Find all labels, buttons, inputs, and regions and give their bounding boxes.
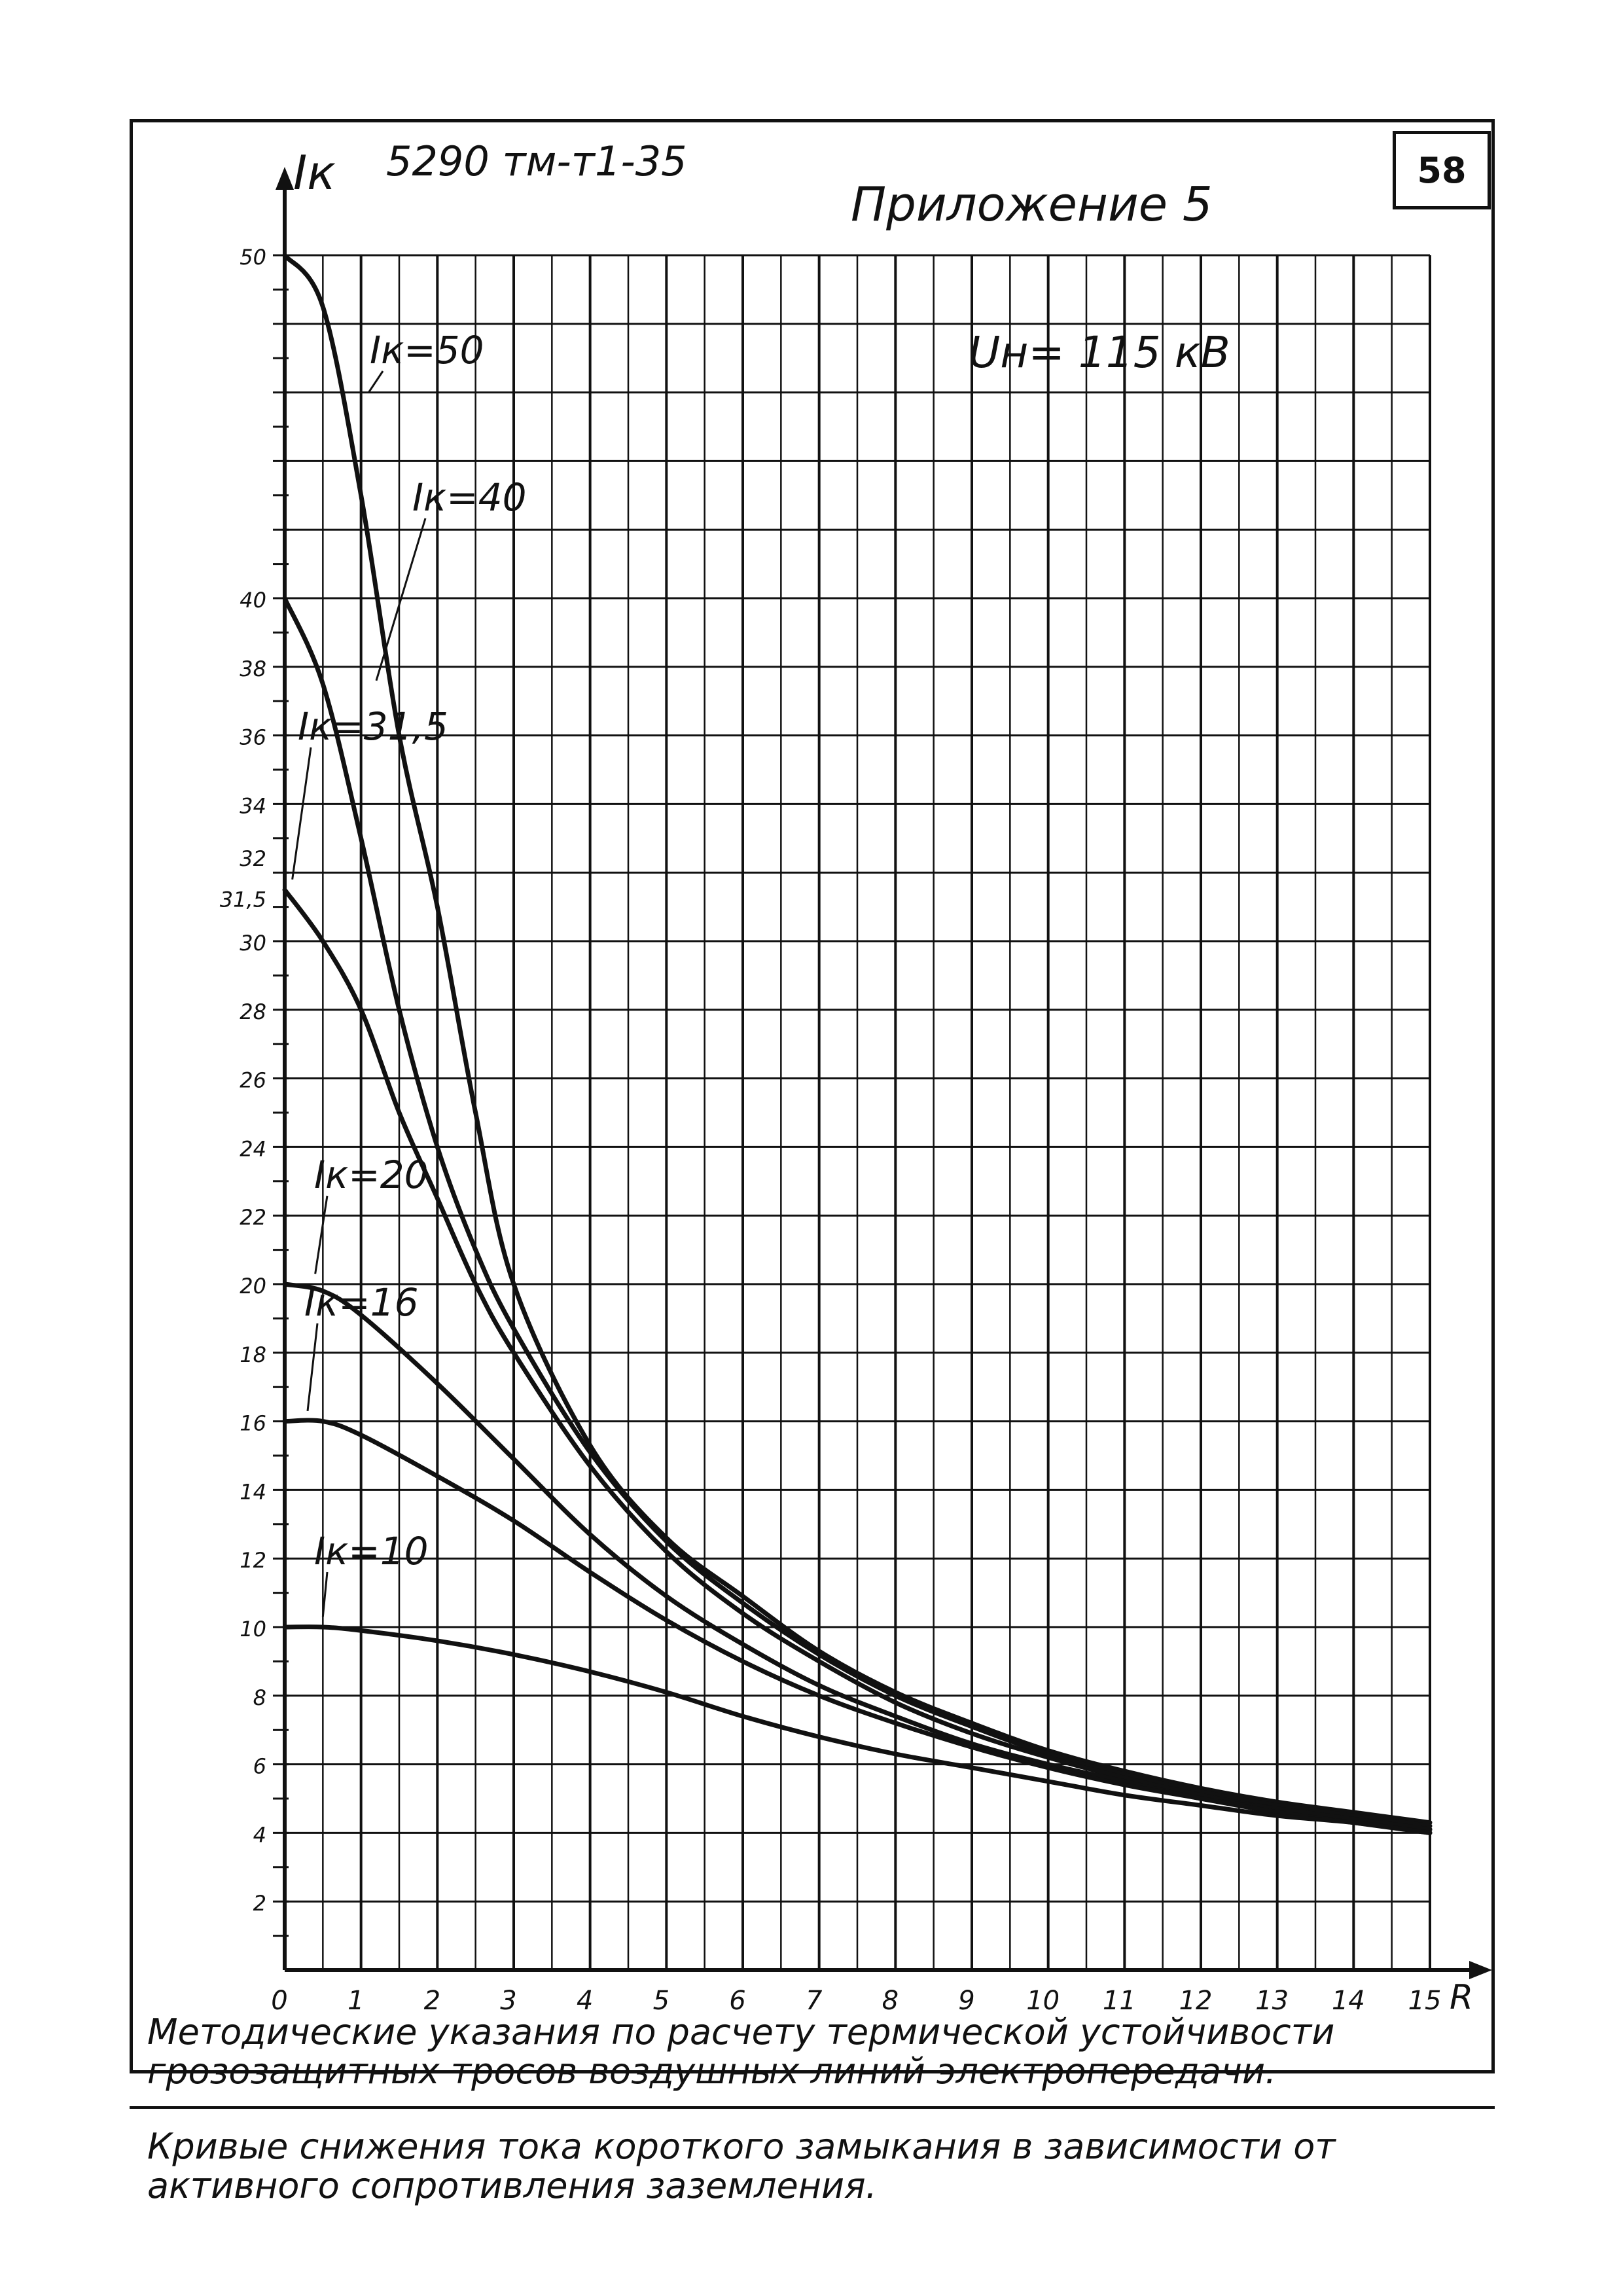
series-label: Iк=20	[314, 1153, 429, 1197]
y-tick-label: 34	[240, 793, 266, 818]
caption-divider	[130, 2106, 1495, 2109]
x-tick-label: 3	[500, 1986, 516, 2016]
series-lines	[282, 253, 1433, 1835]
y-tick-label: 30	[240, 931, 266, 956]
y-tick-label: 20	[240, 1274, 266, 1299]
y-tick-label: 31,5	[220, 887, 266, 912]
x-tick-label: 15	[1408, 1986, 1442, 2016]
x-axis-arrow	[1469, 1961, 1492, 1979]
y-tick-label: 36	[240, 725, 266, 750]
y-tick-label: 18	[240, 1342, 266, 1367]
y-tick-label: 50	[240, 245, 266, 270]
y-tick-label: 10	[240, 1617, 266, 1641]
appendix-label: Приложение 5	[851, 177, 1213, 232]
series-label-leader	[375, 518, 427, 681]
y-tick-label: 14	[240, 1479, 266, 1504]
y-tick-label: 26	[240, 1068, 266, 1093]
caption-method-title: Методические указания по расчету термиче…	[147, 2011, 1335, 2092]
page-number: 58	[1393, 131, 1491, 209]
x-tick-label: 6	[729, 1986, 745, 2016]
x-axis-title: R	[1450, 1978, 1474, 2017]
y-tick-label: 8	[253, 1685, 266, 1710]
y-tick-label: 32	[240, 846, 266, 871]
y-tick-label: 38	[240, 656, 266, 681]
series-label: Iк=10	[314, 1529, 429, 1573]
x-tick-label: 7	[806, 1986, 823, 2016]
y-tick-label: 12	[240, 1548, 266, 1573]
series-line	[282, 1624, 1433, 1835]
series-label-leader	[306, 1323, 319, 1412]
y-tick-label: 4	[253, 1822, 266, 1847]
series-label-leader	[291, 747, 312, 880]
y-tick-label: 28	[240, 999, 266, 1024]
series-line	[282, 887, 1433, 1832]
x-tick-label: 2	[424, 1986, 440, 2016]
x-tick-label: 14	[1332, 1986, 1365, 2016]
axes	[273, 167, 1492, 1979]
y-tick-label: 16	[240, 1411, 266, 1436]
x-tick-label: 5	[653, 1986, 669, 2016]
document-frame	[130, 119, 1495, 2073]
caption-chart-description: Кривые снижения тока короткого замыкания…	[147, 2126, 1336, 2206]
tick-labels: 0 1 2 3 4 5 6 7 8 9 10 11 12 13 14 15246810121416182022…	[220, 245, 1442, 2016]
y-tick-label: 2	[253, 1891, 266, 1916]
x-tick-label: 9	[958, 1986, 974, 2016]
series-label-leader	[368, 370, 384, 393]
series-label: Iк=31,5	[298, 704, 448, 749]
series-label-leader	[314, 1195, 329, 1274]
x-tick-label: 1	[348, 1986, 364, 2016]
x-tick-label: 11	[1103, 1986, 1136, 2016]
document-code: 5290 тм-т1-35	[386, 137, 687, 185]
voltage-label: Uн= 115 кВ	[969, 327, 1230, 378]
x-tick-label: 12	[1179, 1986, 1213, 2016]
series-labels: Iк=50 Iк=40 Iк=31,5 Iк=20 Iк=16 Iк=10	[291, 328, 527, 1617]
x-tick-label: 8	[882, 1986, 899, 2016]
series-label: Iк=40	[412, 475, 527, 520]
grid	[283, 254, 1431, 1970]
x-tick-label: 0	[271, 1986, 287, 2016]
series-label-leader	[321, 1571, 329, 1617]
y-tick-label: 24	[240, 1136, 266, 1161]
y-axis-title: Iк	[293, 145, 336, 200]
y-tick-label: 6	[253, 1754, 266, 1779]
x-tick-label: 13	[1255, 1986, 1289, 2016]
x-tick-label: 10	[1026, 1986, 1060, 2016]
y-axis-arrow	[276, 167, 294, 190]
x-tick-label: 4	[577, 1986, 593, 2016]
series-line	[282, 1418, 1433, 1835]
series-line	[282, 596, 1433, 1829]
series-label: Iк=50	[370, 328, 484, 372]
y-tick-label: 40	[240, 588, 266, 613]
series-label: Iк=16	[304, 1280, 419, 1325]
y-tick-label: 22	[240, 1205, 266, 1230]
